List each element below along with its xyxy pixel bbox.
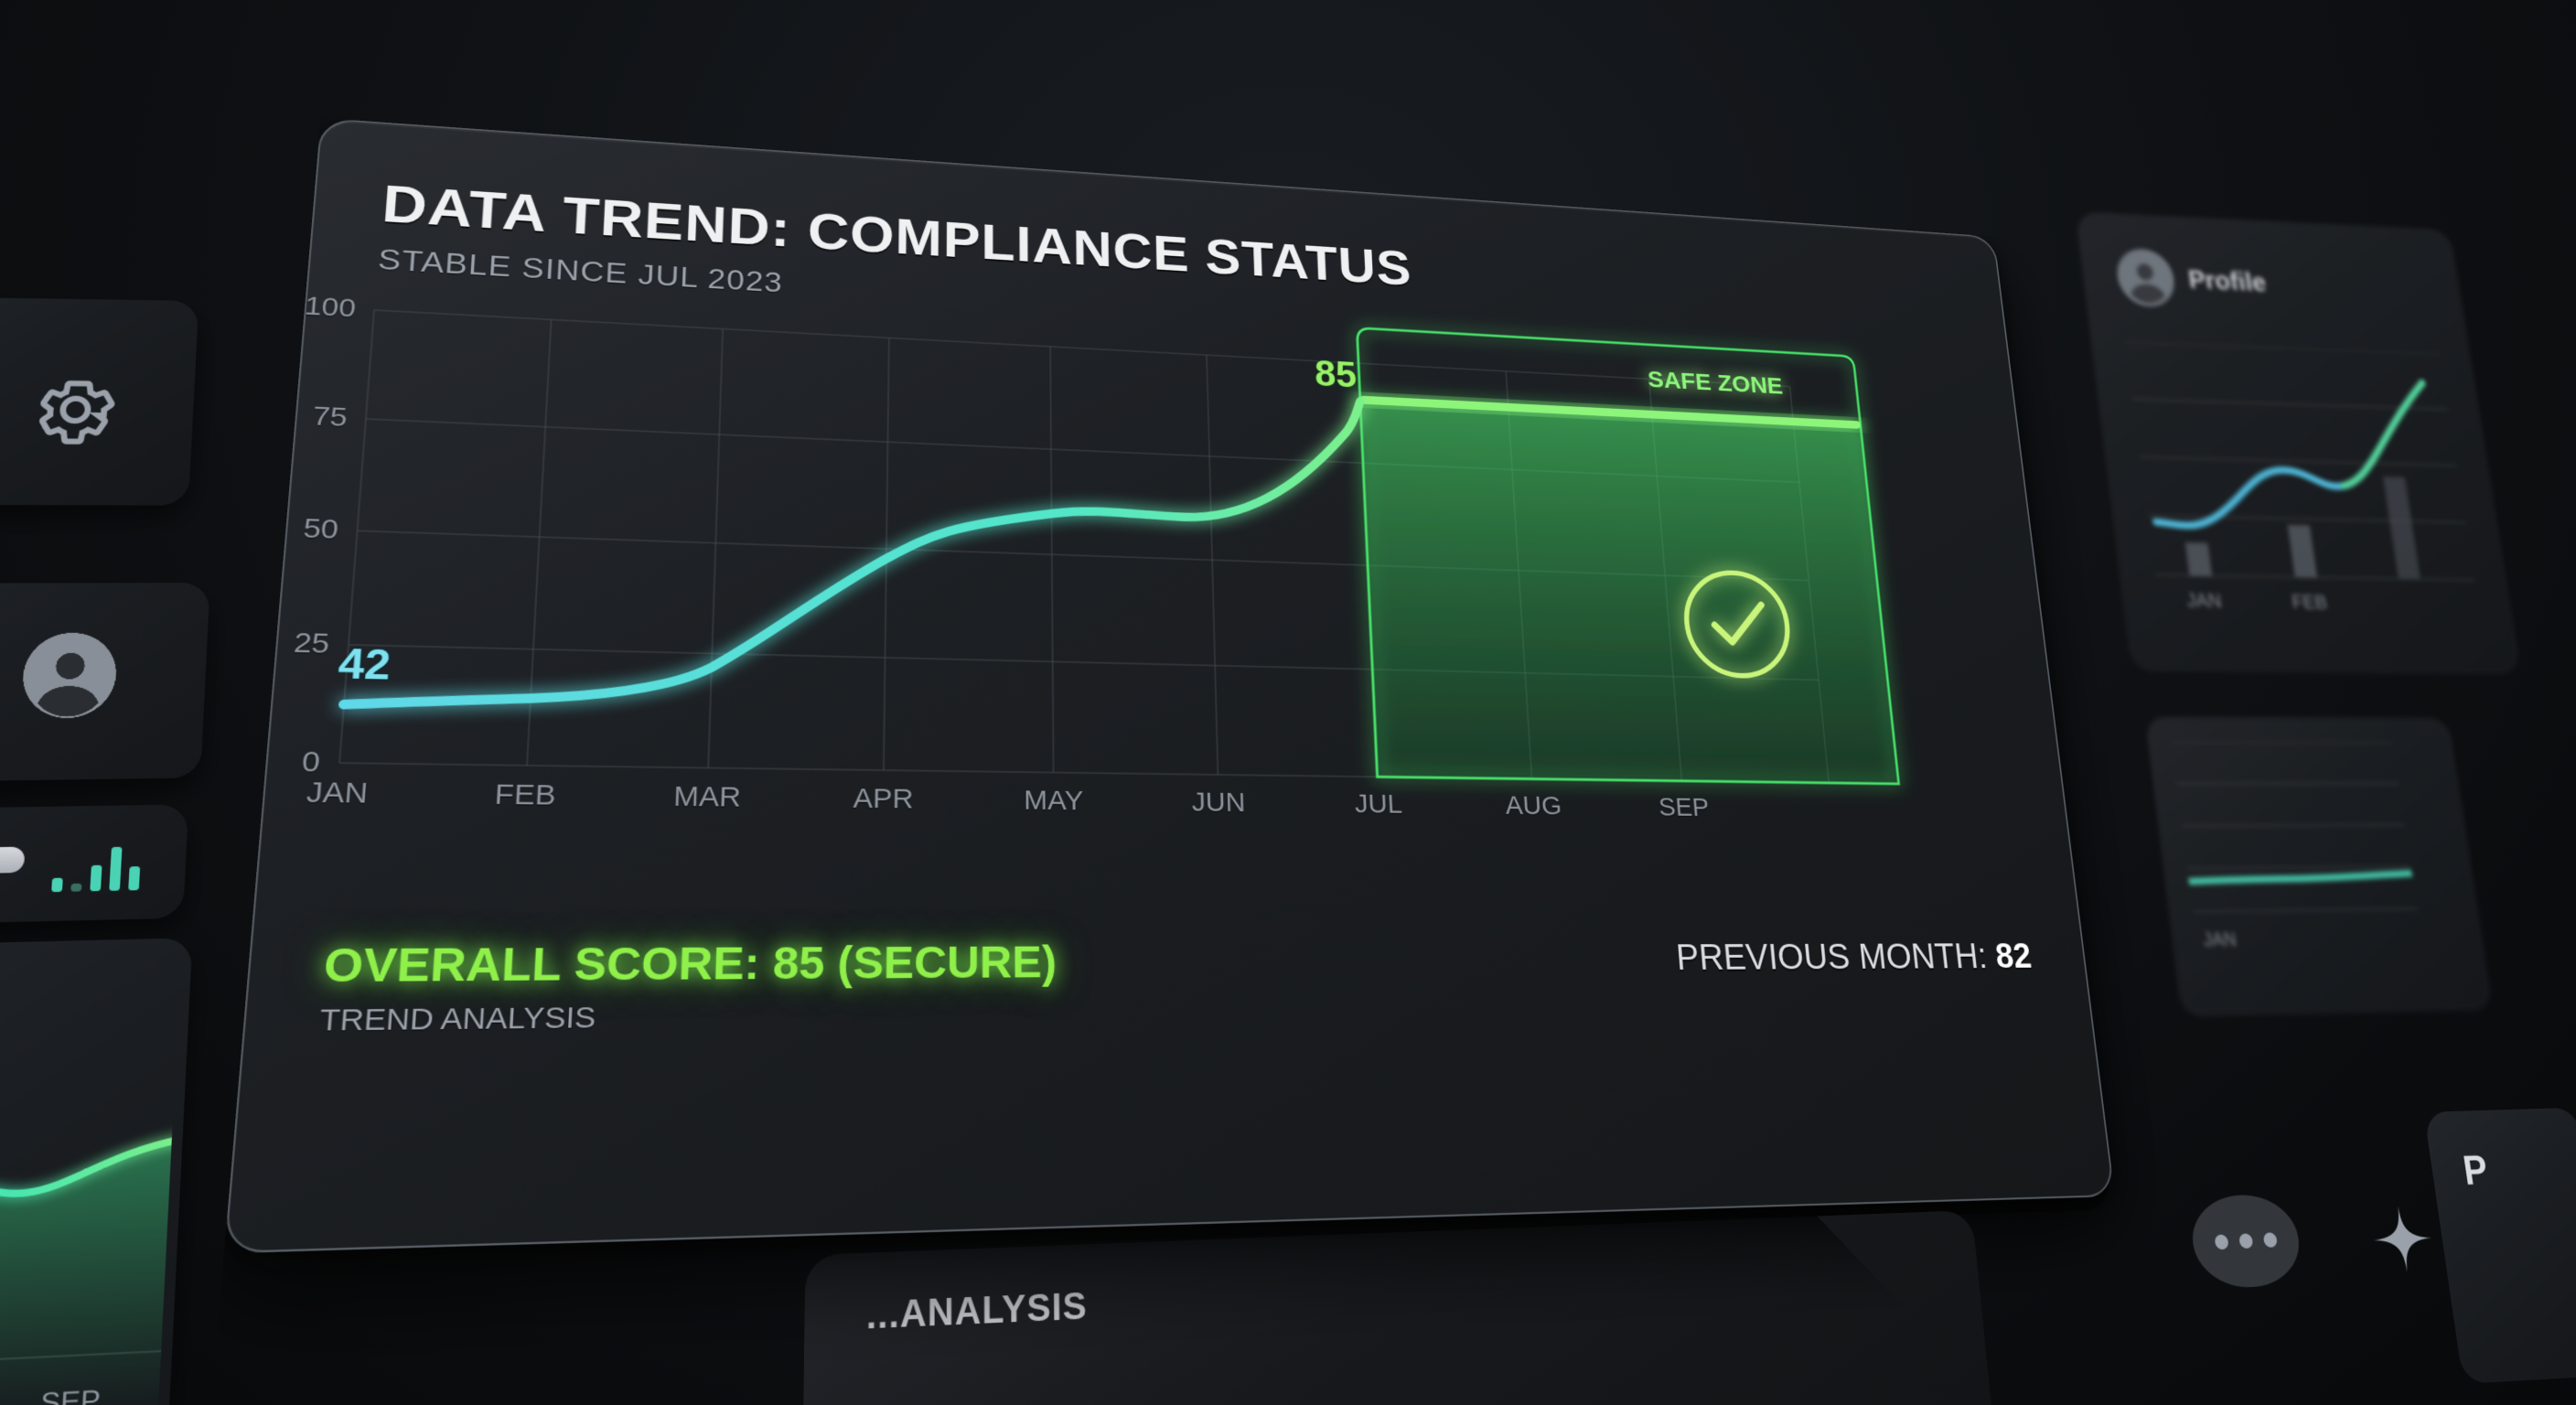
svg-text:50: 50 [2126,443,2133,464]
svg-text:0: 0 [2174,897,2186,919]
svg-text:JAN: JAN [2185,589,2223,611]
svg-text:85: 85 [1315,353,1358,395]
svg-text:25: 25 [2126,501,2141,523]
svg-text:25: 25 [2172,854,2181,876]
svg-text:JAN: JAN [2202,928,2238,950]
svg-text:FEB: FEB [2291,591,2328,613]
svg-text:75: 75 [2126,385,2127,406]
svg-text:42: 42 [337,640,392,689]
svg-text:SAFE ZONE: SAFE ZONE [1647,367,1784,400]
svg-text:0: 0 [2135,561,2148,583]
